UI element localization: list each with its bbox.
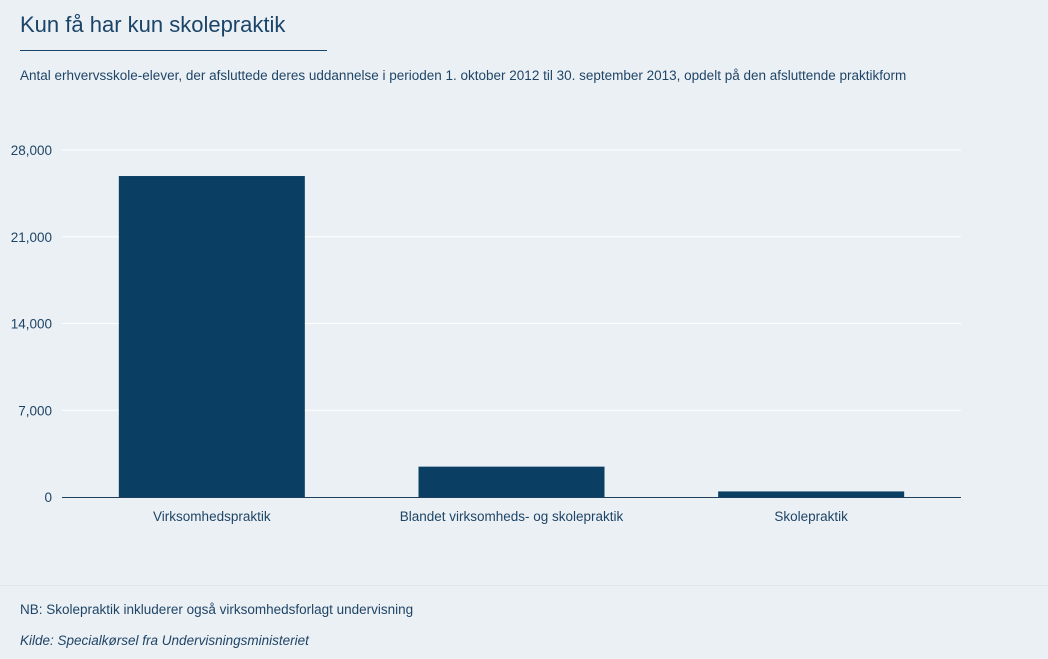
- x-axis-labels: Virksomhedspraktik Blandet virksomheds- o…: [153, 509, 848, 524]
- y-tick-label: 7,000: [18, 403, 52, 418]
- footer-divider: [0, 585, 1048, 586]
- bars: [118, 176, 905, 497]
- footnote: NB: Skolepraktik inkluderer også virksom…: [20, 602, 414, 617]
- y-axis-ticks: 0 7,000 14,000 21,000 28,000: [11, 143, 52, 505]
- x-tick-label: Virksomhedspraktik: [153, 509, 271, 524]
- bar: [418, 466, 605, 497]
- bar: [118, 176, 305, 497]
- chart-subtitle: Antal erhvervsskole-elever, der afslutte…: [20, 68, 907, 83]
- x-tick-label: Blandet virksomheds- og skolepraktik: [400, 509, 624, 524]
- y-tick-label: 14,000: [11, 317, 52, 332]
- title-underline: [20, 50, 327, 51]
- bar: [718, 491, 905, 497]
- chart-title: Kun få har kun skolepraktik: [20, 12, 286, 37]
- bar-chart: 0 7,000 14,000 21,000 28,000 Virksomhedsprak…: [11, 143, 961, 524]
- x-tick-label: Skolepraktik: [774, 509, 848, 524]
- source-line: Kilde: Specialkørsel fra Undervisningsmi…: [20, 633, 309, 648]
- y-tick-label: 0: [44, 490, 52, 505]
- y-tick-label: 21,000: [11, 230, 52, 245]
- y-tick-label: 28,000: [11, 143, 52, 158]
